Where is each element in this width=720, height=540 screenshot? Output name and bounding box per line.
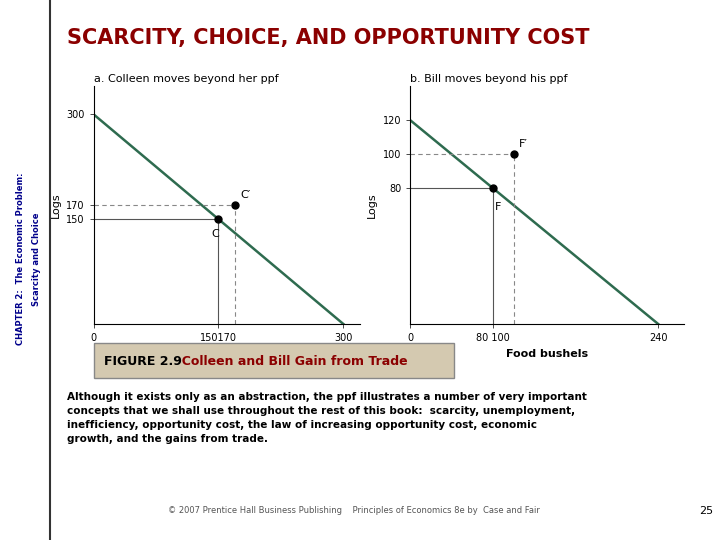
Text: b. Bill moves beyond his ppf: b. Bill moves beyond his ppf [410, 74, 568, 84]
Text: C: C [211, 229, 219, 239]
Text: Although it exists only as an abstraction, the ppf illustrates a number of very : Although it exists only as an abstractio… [68, 392, 588, 443]
Text: © 2007 Prentice Hall Business Publishing    Principles of Economics 8e by  Case : © 2007 Prentice Hall Business Publishing… [168, 507, 539, 515]
X-axis label: Food bushels: Food bushels [506, 349, 588, 359]
Text: Scarcity and Choice: Scarcity and Choice [32, 212, 41, 306]
Text: FIGURE 2.9: FIGURE 2.9 [104, 355, 182, 368]
Text: 25: 25 [699, 506, 714, 516]
Y-axis label: Logs: Logs [367, 192, 377, 218]
Text: CHAPTER 2:  The Economic Problem:: CHAPTER 2: The Economic Problem: [16, 173, 25, 346]
Y-axis label: Logs: Logs [50, 192, 60, 218]
Text: C′: C′ [240, 190, 251, 200]
Text: F: F [495, 202, 501, 212]
Text: a. Colleen moves beyond her ppf: a. Colleen moves beyond her ppf [94, 74, 278, 84]
FancyBboxPatch shape [94, 343, 454, 378]
Text: SCARCITY, CHOICE, AND OPPORTUNITY COST: SCARCITY, CHOICE, AND OPPORTUNITY COST [68, 28, 590, 48]
Text: Colleen and Bill Gain from Trade: Colleen and Bill Gain from Trade [173, 355, 408, 368]
Text: F′: F′ [519, 139, 528, 149]
X-axis label: Food bushels: Food bushels [186, 349, 268, 359]
